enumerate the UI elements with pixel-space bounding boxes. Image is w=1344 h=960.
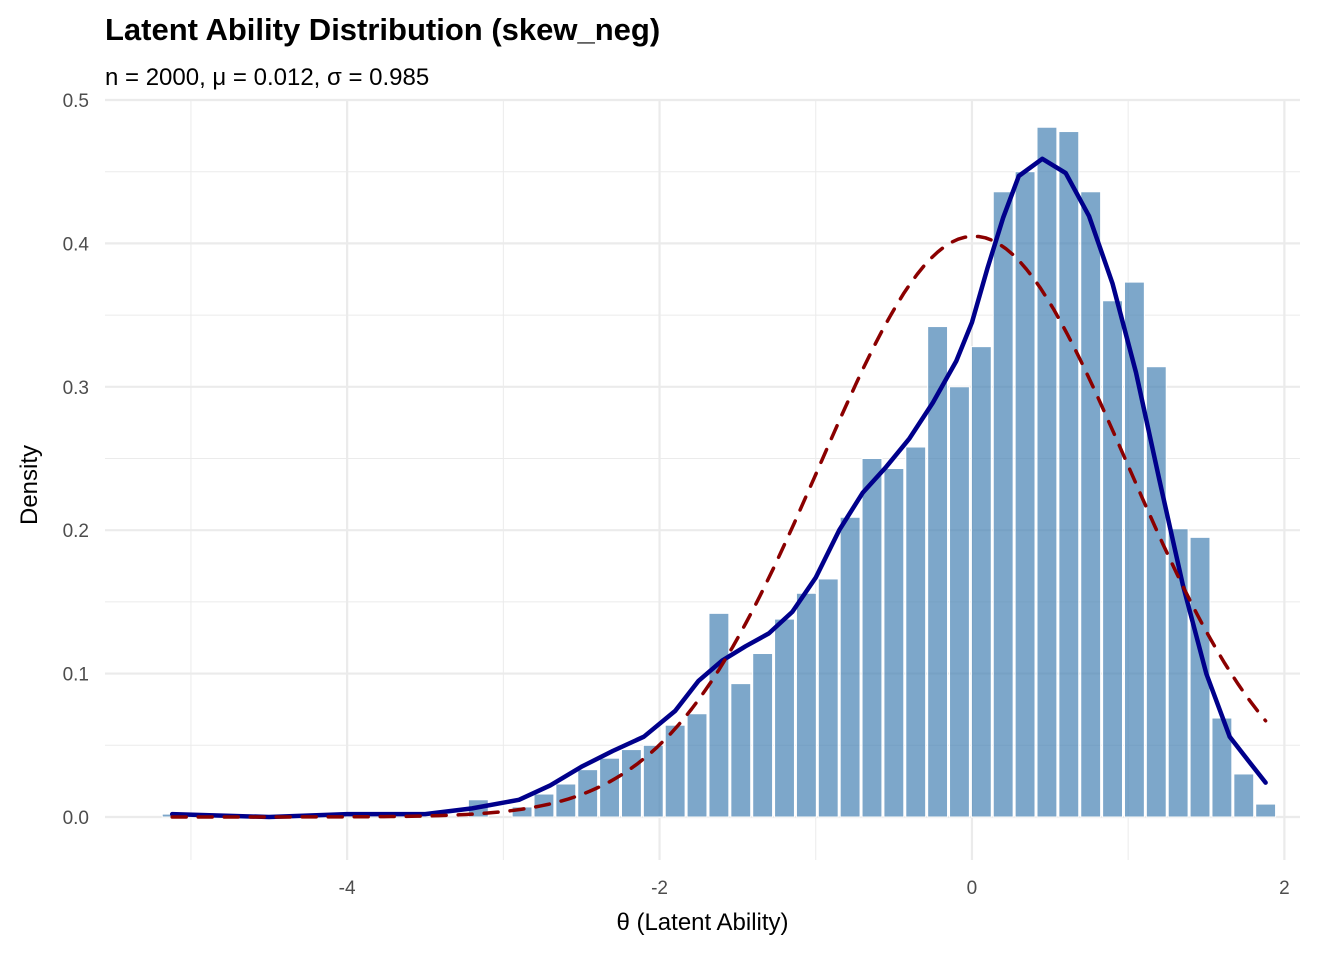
histogram-bar bbox=[1123, 281, 1145, 818]
histogram-bar bbox=[1167, 528, 1189, 818]
histogram-bar bbox=[949, 386, 970, 818]
histogram-bar bbox=[1102, 300, 1123, 818]
x-tick-label: 2 bbox=[1279, 878, 1290, 899]
chart-subtitle: n = 2000, μ = 0.012, σ = 0.985 bbox=[105, 64, 430, 91]
histogram-bar bbox=[970, 346, 992, 818]
histogram-bar bbox=[905, 446, 927, 818]
x-tick-label: -4 bbox=[339, 878, 356, 899]
histogram-bar bbox=[992, 191, 1014, 818]
histogram-bar bbox=[1233, 773, 1255, 818]
histogram-bar bbox=[861, 457, 883, 818]
y-tick-label: 0.0 bbox=[63, 808, 89, 829]
histogram-bar bbox=[686, 713, 708, 818]
y-tick-label: 0.1 bbox=[63, 665, 89, 686]
y-tick-label: 0.5 bbox=[63, 91, 89, 112]
histogram-bar bbox=[774, 618, 795, 818]
x-axis-ticks: -4 -2 0 2 bbox=[339, 878, 1290, 899]
histogram-bar bbox=[927, 326, 949, 818]
x-tick-label: -2 bbox=[651, 878, 668, 899]
normal-density-curve bbox=[170, 234, 1268, 819]
kde-density-curve bbox=[169, 156, 1268, 820]
histogram-bar bbox=[1255, 803, 1277, 818]
histogram-bar bbox=[642, 744, 664, 818]
histogram-bar bbox=[839, 516, 861, 818]
histogram-bar bbox=[620, 749, 642, 818]
y-tick-label: 0.3 bbox=[63, 378, 89, 399]
y-tick-label: 0.4 bbox=[63, 234, 90, 255]
histogram-bar bbox=[817, 578, 839, 818]
histogram-bar bbox=[708, 612, 730, 818]
y-tick-label: 0.2 bbox=[63, 521, 89, 542]
y-axis-ticks: 0.0 0.1 0.2 0.3 0.4 0.5 bbox=[63, 91, 90, 829]
histogram-bar bbox=[730, 683, 752, 818]
density-curves bbox=[169, 156, 1268, 820]
y-axis-title: Density bbox=[16, 445, 43, 525]
histogram-bar bbox=[664, 724, 686, 818]
histogram-bars bbox=[161, 126, 1277, 818]
histogram-bar bbox=[1036, 126, 1058, 818]
histogram-bar bbox=[752, 653, 774, 818]
x-tick-label: 0 bbox=[967, 878, 978, 899]
x-axis-title: θ (Latent Ability) bbox=[616, 909, 788, 936]
histogram-bar bbox=[599, 757, 620, 818]
histogram-bar bbox=[1080, 191, 1102, 818]
chart-title: Latent Ability Distribution (skew_neg) bbox=[105, 12, 661, 47]
histogram-bar bbox=[883, 468, 905, 818]
histogram-bar bbox=[795, 592, 817, 818]
histogram-bar bbox=[1058, 131, 1080, 818]
